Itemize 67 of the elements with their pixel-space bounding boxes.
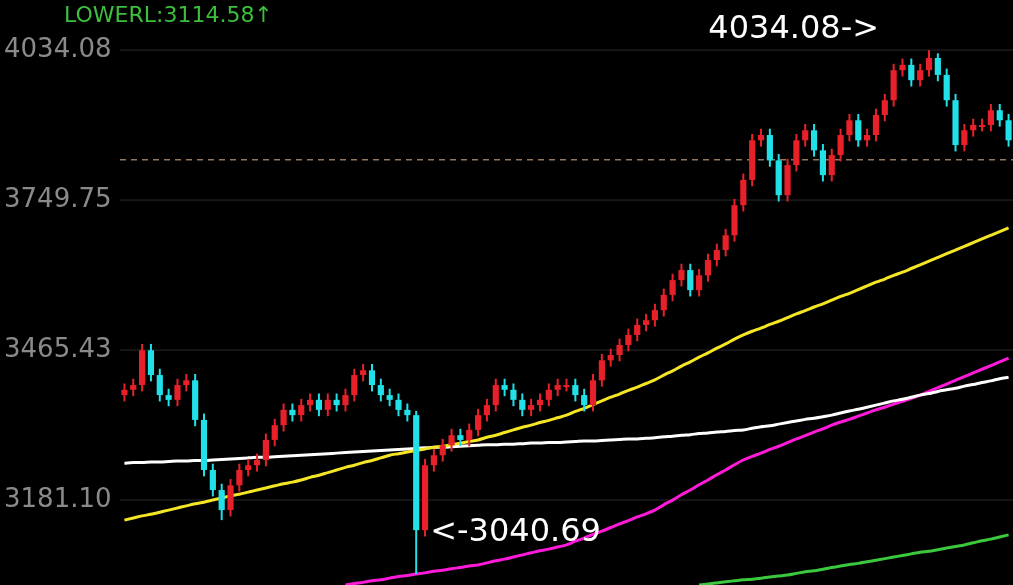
candlestick — [634, 317, 641, 343]
candlestick — [598, 352, 605, 388]
candlestick — [651, 302, 659, 328]
candlestick — [236, 462, 243, 493]
candlestick — [572, 377, 579, 403]
candlestick — [996, 102, 1003, 128]
candlestick — [430, 447, 437, 473]
annotation: 4034.08-> — [708, 8, 879, 47]
candlestick — [174, 377, 181, 408]
annotation: <-3040.69 — [430, 511, 601, 550]
candlestick — [669, 272, 676, 303]
annotation: LOWERL:3114.58↑ — [64, 1, 273, 27]
candlestick — [696, 268, 703, 298]
y-tick-label: 3181.10 — [4, 482, 112, 513]
candlestick — [474, 407, 482, 438]
candlestick — [280, 402, 287, 433]
line-series — [343, 356, 1011, 585]
candlestick — [466, 422, 473, 448]
candlestick — [855, 112, 862, 148]
candlestick — [846, 112, 853, 143]
candlestick — [439, 437, 446, 463]
candlestick — [298, 397, 305, 423]
candlestick — [987, 102, 994, 133]
candlestick — [687, 262, 694, 298]
candlestick — [545, 382, 552, 408]
y-tick-label: 3749.75 — [4, 182, 112, 213]
candlestick — [722, 227, 729, 258]
candlestick — [262, 432, 269, 468]
candlestick — [881, 92, 888, 123]
candlestick — [837, 127, 844, 163]
candlestick — [581, 387, 588, 413]
candlestick — [616, 337, 623, 363]
candlestick — [678, 262, 685, 288]
candlestick — [209, 462, 216, 498]
y-tick-label: 4034.08 — [4, 32, 112, 63]
candlestick — [218, 482, 225, 522]
candlestick — [271, 417, 278, 448]
candlestick — [810, 122, 818, 158]
candlestick — [342, 387, 349, 413]
candlestick — [704, 252, 712, 283]
candlestick — [351, 367, 358, 403]
y-tick-label: 3465.43 — [4, 332, 112, 363]
candlestick — [395, 392, 402, 418]
candlestick — [315, 392, 323, 418]
candlestick — [519, 392, 526, 418]
candlestick — [802, 122, 809, 148]
line-series — [122, 375, 1011, 465]
candlestick — [448, 427, 455, 453]
candlestick — [872, 107, 880, 143]
candlestick — [925, 49, 933, 78]
candlestick — [377, 377, 384, 403]
candlestick — [324, 392, 331, 418]
candlestick — [483, 397, 491, 423]
line-series — [697, 533, 1011, 585]
candlestick — [908, 57, 915, 88]
candlestick — [625, 327, 632, 353]
candlestick — [713, 242, 720, 268]
candlestick — [934, 52, 941, 83]
candlestick — [917, 62, 924, 88]
candlestick — [492, 377, 499, 413]
candlestick — [368, 362, 376, 393]
candlestick — [961, 122, 968, 153]
candlestick — [1005, 112, 1012, 148]
candlestick — [156, 367, 163, 403]
candlestick — [828, 147, 835, 183]
candlestick — [660, 287, 667, 318]
candlestick — [510, 382, 517, 408]
